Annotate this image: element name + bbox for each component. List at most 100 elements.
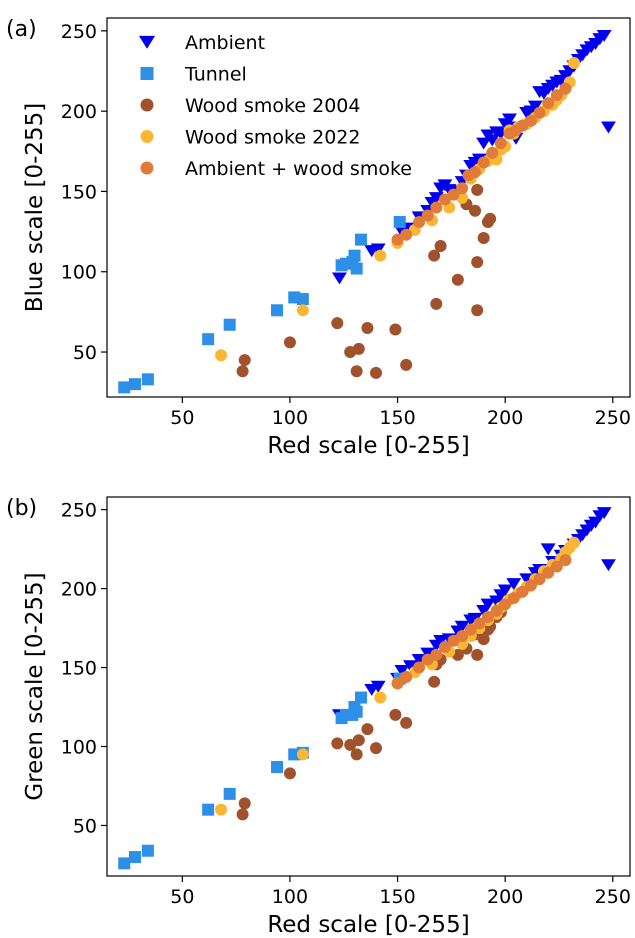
x-tick-label: 200 xyxy=(487,886,523,908)
y-tick-label: 250 xyxy=(61,500,97,522)
data-point xyxy=(202,333,215,346)
x-tick-label: 250 xyxy=(595,407,631,429)
data-point xyxy=(471,183,484,196)
series-4 xyxy=(391,554,572,690)
series-2 xyxy=(236,183,497,379)
data-point xyxy=(223,787,236,800)
data-point xyxy=(374,249,387,262)
data-point xyxy=(389,323,402,336)
legend: Ambient Tunnel Wood smoke 2004 Wood smoke 2… xyxy=(138,32,412,180)
x-axis-label: Red scale [0-255] xyxy=(267,433,469,459)
data-point xyxy=(370,366,383,379)
legend-marker xyxy=(140,98,154,112)
data-point xyxy=(507,592,520,605)
data-point xyxy=(471,304,484,317)
data-point xyxy=(596,507,612,520)
data-point xyxy=(296,748,309,761)
data-point xyxy=(332,272,347,285)
y-tick-label: 150 xyxy=(61,181,97,203)
data-point xyxy=(236,365,249,378)
data-point xyxy=(484,212,497,225)
data-point xyxy=(430,648,443,661)
data-point xyxy=(118,381,131,394)
data-point xyxy=(370,680,386,693)
y-tick-label: 150 xyxy=(61,658,97,680)
data-point xyxy=(350,748,363,761)
data-point xyxy=(494,137,507,150)
data-point xyxy=(400,358,413,371)
x-tick-label: 200 xyxy=(487,407,523,429)
data-point xyxy=(464,623,477,636)
data-point xyxy=(434,240,447,253)
data-point xyxy=(524,114,537,127)
data-point xyxy=(477,232,490,245)
data-point xyxy=(352,734,365,747)
data-point xyxy=(456,182,469,195)
plot-frame xyxy=(106,496,631,877)
x-tick-label: 150 xyxy=(379,407,415,429)
data-point xyxy=(481,611,494,624)
x-tick-label: 100 xyxy=(272,886,308,908)
data-point xyxy=(141,373,154,386)
data-point xyxy=(202,803,215,816)
data-point xyxy=(223,318,236,331)
data-point xyxy=(499,598,512,611)
y-tick-label: 100 xyxy=(61,737,97,759)
data-point xyxy=(550,560,563,573)
data-point xyxy=(471,648,484,661)
data-point xyxy=(428,192,444,205)
data-point xyxy=(433,635,449,647)
data-point xyxy=(601,121,616,134)
x-tick-label: 250 xyxy=(595,886,631,908)
data-point xyxy=(420,647,436,660)
data-point xyxy=(568,56,581,69)
data-point xyxy=(438,641,451,654)
data-point xyxy=(128,378,141,391)
data-point xyxy=(533,106,546,119)
data-point xyxy=(118,857,131,870)
legend-label: Ambient + wood smoke xyxy=(185,158,412,180)
data-point xyxy=(506,578,522,591)
y-axis-label: Blue scale [0-255] xyxy=(22,103,48,313)
x-tick-label: 150 xyxy=(379,886,415,908)
legend-label: Wood smoke 2022 xyxy=(185,127,360,149)
legend-marker xyxy=(140,67,154,80)
series-1 xyxy=(118,672,406,870)
data-point xyxy=(502,113,517,126)
data-point xyxy=(271,304,284,317)
data-point xyxy=(354,691,367,704)
y-tick-label: 250 xyxy=(61,21,97,43)
plot-frame xyxy=(106,17,631,398)
data-point xyxy=(350,262,363,275)
data-point xyxy=(370,742,383,755)
data-point xyxy=(524,579,537,592)
legend-marker xyxy=(140,130,154,143)
data-point xyxy=(391,677,404,690)
data-point xyxy=(469,166,482,179)
data-point xyxy=(361,723,374,736)
data-point xyxy=(596,29,612,42)
data-point xyxy=(421,209,434,222)
data-point xyxy=(430,201,443,214)
data-point xyxy=(540,543,556,556)
data-point xyxy=(471,256,484,269)
data-point xyxy=(413,661,426,674)
data-point xyxy=(215,803,228,816)
legend-marker xyxy=(140,161,154,175)
data-point xyxy=(350,705,363,718)
data-point xyxy=(480,598,496,611)
data-point xyxy=(430,297,443,310)
data-point xyxy=(469,204,482,217)
data-point xyxy=(400,716,413,729)
x-tick-label: 50 xyxy=(170,886,194,908)
y-tick-label: 50 xyxy=(73,815,97,837)
data-point xyxy=(490,604,503,617)
data-point xyxy=(477,633,490,646)
data-point xyxy=(283,336,296,349)
data-point xyxy=(238,797,251,810)
data-point xyxy=(348,249,361,262)
data-point xyxy=(400,671,413,684)
data-point xyxy=(296,293,309,306)
data-point xyxy=(283,767,296,780)
data-point xyxy=(352,342,365,355)
